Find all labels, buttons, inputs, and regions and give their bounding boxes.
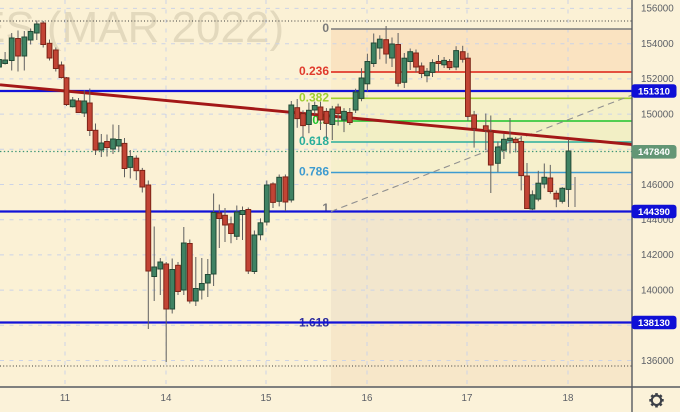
- svg-text:152000: 152000: [641, 74, 674, 85]
- svg-text:1: 1: [322, 201, 329, 215]
- svg-text:11: 11: [60, 393, 70, 404]
- svg-text:17: 17: [462, 393, 473, 404]
- svg-text:150000: 150000: [641, 109, 674, 120]
- svg-text:0.382: 0.382: [299, 91, 329, 105]
- svg-text:144000: 144000: [641, 215, 674, 226]
- svg-text:16: 16: [362, 393, 373, 404]
- svg-text:138130: 138130: [638, 318, 670, 329]
- svg-text:136000: 136000: [641, 356, 674, 367]
- svg-text:146000: 146000: [641, 180, 674, 191]
- svg-text:0.618: 0.618: [299, 134, 329, 148]
- svg-text:154000: 154000: [641, 39, 674, 50]
- svg-text:0.786: 0.786: [299, 165, 329, 179]
- svg-text:18: 18: [563, 393, 574, 404]
- svg-text:15: 15: [261, 393, 272, 404]
- svg-text:142000: 142000: [641, 250, 674, 261]
- svg-text:156000: 156000: [641, 4, 674, 15]
- svg-text:151310: 151310: [638, 86, 670, 97]
- svg-text:0.236: 0.236: [299, 64, 329, 78]
- svg-text:147840: 147840: [638, 147, 670, 158]
- svg-text:14: 14: [161, 393, 172, 404]
- svg-text:140000: 140000: [641, 285, 674, 296]
- svg-text:144390: 144390: [638, 207, 670, 218]
- svg-text:0: 0: [322, 21, 329, 35]
